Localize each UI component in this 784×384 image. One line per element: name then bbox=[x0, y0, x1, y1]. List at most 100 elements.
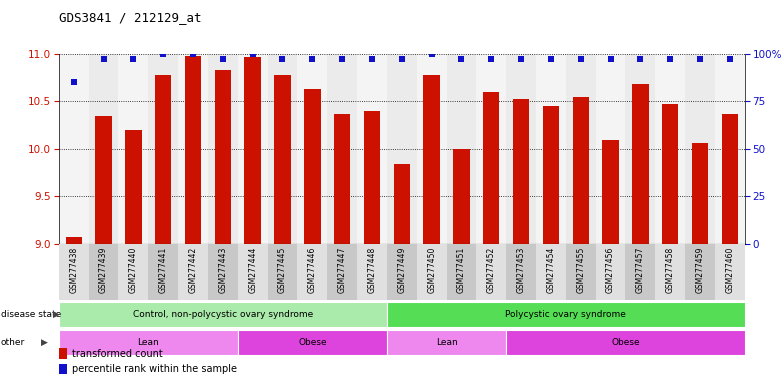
Point bbox=[694, 56, 706, 63]
Text: GSM277442: GSM277442 bbox=[188, 247, 198, 293]
Text: GSM277457: GSM277457 bbox=[636, 247, 645, 293]
Bar bbox=[423, 74, 440, 244]
Point bbox=[604, 56, 617, 63]
Bar bbox=[208, 244, 238, 300]
Bar bbox=[267, 244, 297, 300]
Bar bbox=[155, 74, 172, 244]
Point bbox=[724, 56, 736, 63]
Text: GSM277444: GSM277444 bbox=[249, 247, 257, 293]
Text: GSM277447: GSM277447 bbox=[338, 247, 347, 293]
Bar bbox=[596, 54, 626, 244]
Text: ▶: ▶ bbox=[41, 338, 48, 347]
Bar bbox=[626, 244, 655, 300]
Text: transformed count: transformed count bbox=[72, 349, 162, 359]
Point bbox=[216, 56, 229, 63]
Text: GSM277460: GSM277460 bbox=[725, 247, 735, 293]
Bar bbox=[59, 244, 89, 300]
Bar bbox=[59, 54, 89, 244]
Point bbox=[97, 56, 110, 63]
Bar bbox=[245, 56, 261, 244]
Point bbox=[575, 56, 587, 63]
Bar bbox=[685, 54, 715, 244]
Text: GSM277441: GSM277441 bbox=[158, 247, 168, 293]
Bar bbox=[327, 244, 357, 300]
Text: Control, non-polycystic ovary syndrome: Control, non-polycystic ovary syndrome bbox=[132, 310, 313, 319]
Point bbox=[395, 56, 408, 63]
Bar bbox=[125, 130, 142, 244]
Bar bbox=[506, 244, 536, 300]
Bar bbox=[543, 106, 559, 244]
Bar bbox=[722, 114, 738, 244]
Text: GSM277454: GSM277454 bbox=[546, 247, 555, 293]
Point bbox=[634, 56, 647, 63]
Bar bbox=[178, 54, 208, 244]
Text: GSM277451: GSM277451 bbox=[457, 247, 466, 293]
Bar bbox=[215, 70, 231, 244]
Text: Obese: Obese bbox=[612, 338, 640, 347]
Point bbox=[276, 56, 289, 63]
Bar bbox=[715, 244, 745, 300]
Bar bbox=[274, 74, 291, 244]
Bar bbox=[655, 244, 685, 300]
Bar bbox=[66, 237, 82, 244]
Bar bbox=[394, 164, 410, 244]
Text: Lean: Lean bbox=[137, 338, 159, 347]
Text: GSM277448: GSM277448 bbox=[368, 247, 376, 293]
Bar bbox=[417, 244, 447, 300]
Bar bbox=[297, 244, 327, 300]
Text: Obese: Obese bbox=[298, 338, 327, 347]
Text: GSM277446: GSM277446 bbox=[308, 247, 317, 293]
Point bbox=[127, 56, 140, 63]
Bar bbox=[566, 54, 596, 244]
Bar bbox=[447, 244, 477, 300]
Bar bbox=[148, 54, 178, 244]
Text: GSM277440: GSM277440 bbox=[129, 247, 138, 293]
Bar bbox=[453, 149, 470, 244]
Bar bbox=[387, 302, 745, 327]
Point bbox=[485, 56, 498, 63]
Bar bbox=[566, 244, 596, 300]
Bar bbox=[572, 96, 589, 244]
Bar bbox=[238, 244, 267, 300]
Bar bbox=[96, 116, 112, 244]
Bar bbox=[596, 244, 626, 300]
Point bbox=[246, 51, 259, 57]
Text: other: other bbox=[1, 338, 25, 347]
Bar bbox=[304, 89, 321, 244]
Bar bbox=[447, 54, 477, 244]
Bar bbox=[357, 244, 387, 300]
Text: GDS3841 / 212129_at: GDS3841 / 212129_at bbox=[59, 12, 201, 25]
Bar bbox=[602, 140, 619, 244]
Bar bbox=[506, 330, 745, 355]
Bar bbox=[327, 54, 357, 244]
Bar bbox=[267, 54, 297, 244]
Point bbox=[664, 56, 677, 63]
Bar bbox=[626, 54, 655, 244]
Text: ▶: ▶ bbox=[53, 310, 60, 319]
Point bbox=[67, 79, 80, 85]
Bar bbox=[417, 54, 447, 244]
Bar bbox=[89, 54, 118, 244]
Point bbox=[456, 56, 468, 63]
Bar bbox=[387, 330, 506, 355]
Text: GSM277455: GSM277455 bbox=[576, 247, 586, 293]
Bar bbox=[185, 56, 201, 244]
Bar bbox=[691, 143, 708, 244]
Bar bbox=[59, 302, 387, 327]
Text: GSM277456: GSM277456 bbox=[606, 247, 615, 293]
Text: GSM277453: GSM277453 bbox=[517, 247, 525, 293]
Bar bbox=[506, 54, 536, 244]
Bar bbox=[178, 244, 208, 300]
Point bbox=[365, 56, 378, 63]
Bar bbox=[238, 54, 267, 244]
Bar bbox=[477, 244, 506, 300]
Point bbox=[426, 51, 438, 57]
Text: GSM277450: GSM277450 bbox=[427, 247, 436, 293]
Text: GSM277459: GSM277459 bbox=[695, 247, 705, 293]
Bar bbox=[118, 244, 148, 300]
Point bbox=[545, 56, 557, 63]
Bar bbox=[662, 104, 678, 244]
Text: GSM277443: GSM277443 bbox=[218, 247, 227, 293]
Bar bbox=[536, 244, 566, 300]
Bar bbox=[208, 54, 238, 244]
